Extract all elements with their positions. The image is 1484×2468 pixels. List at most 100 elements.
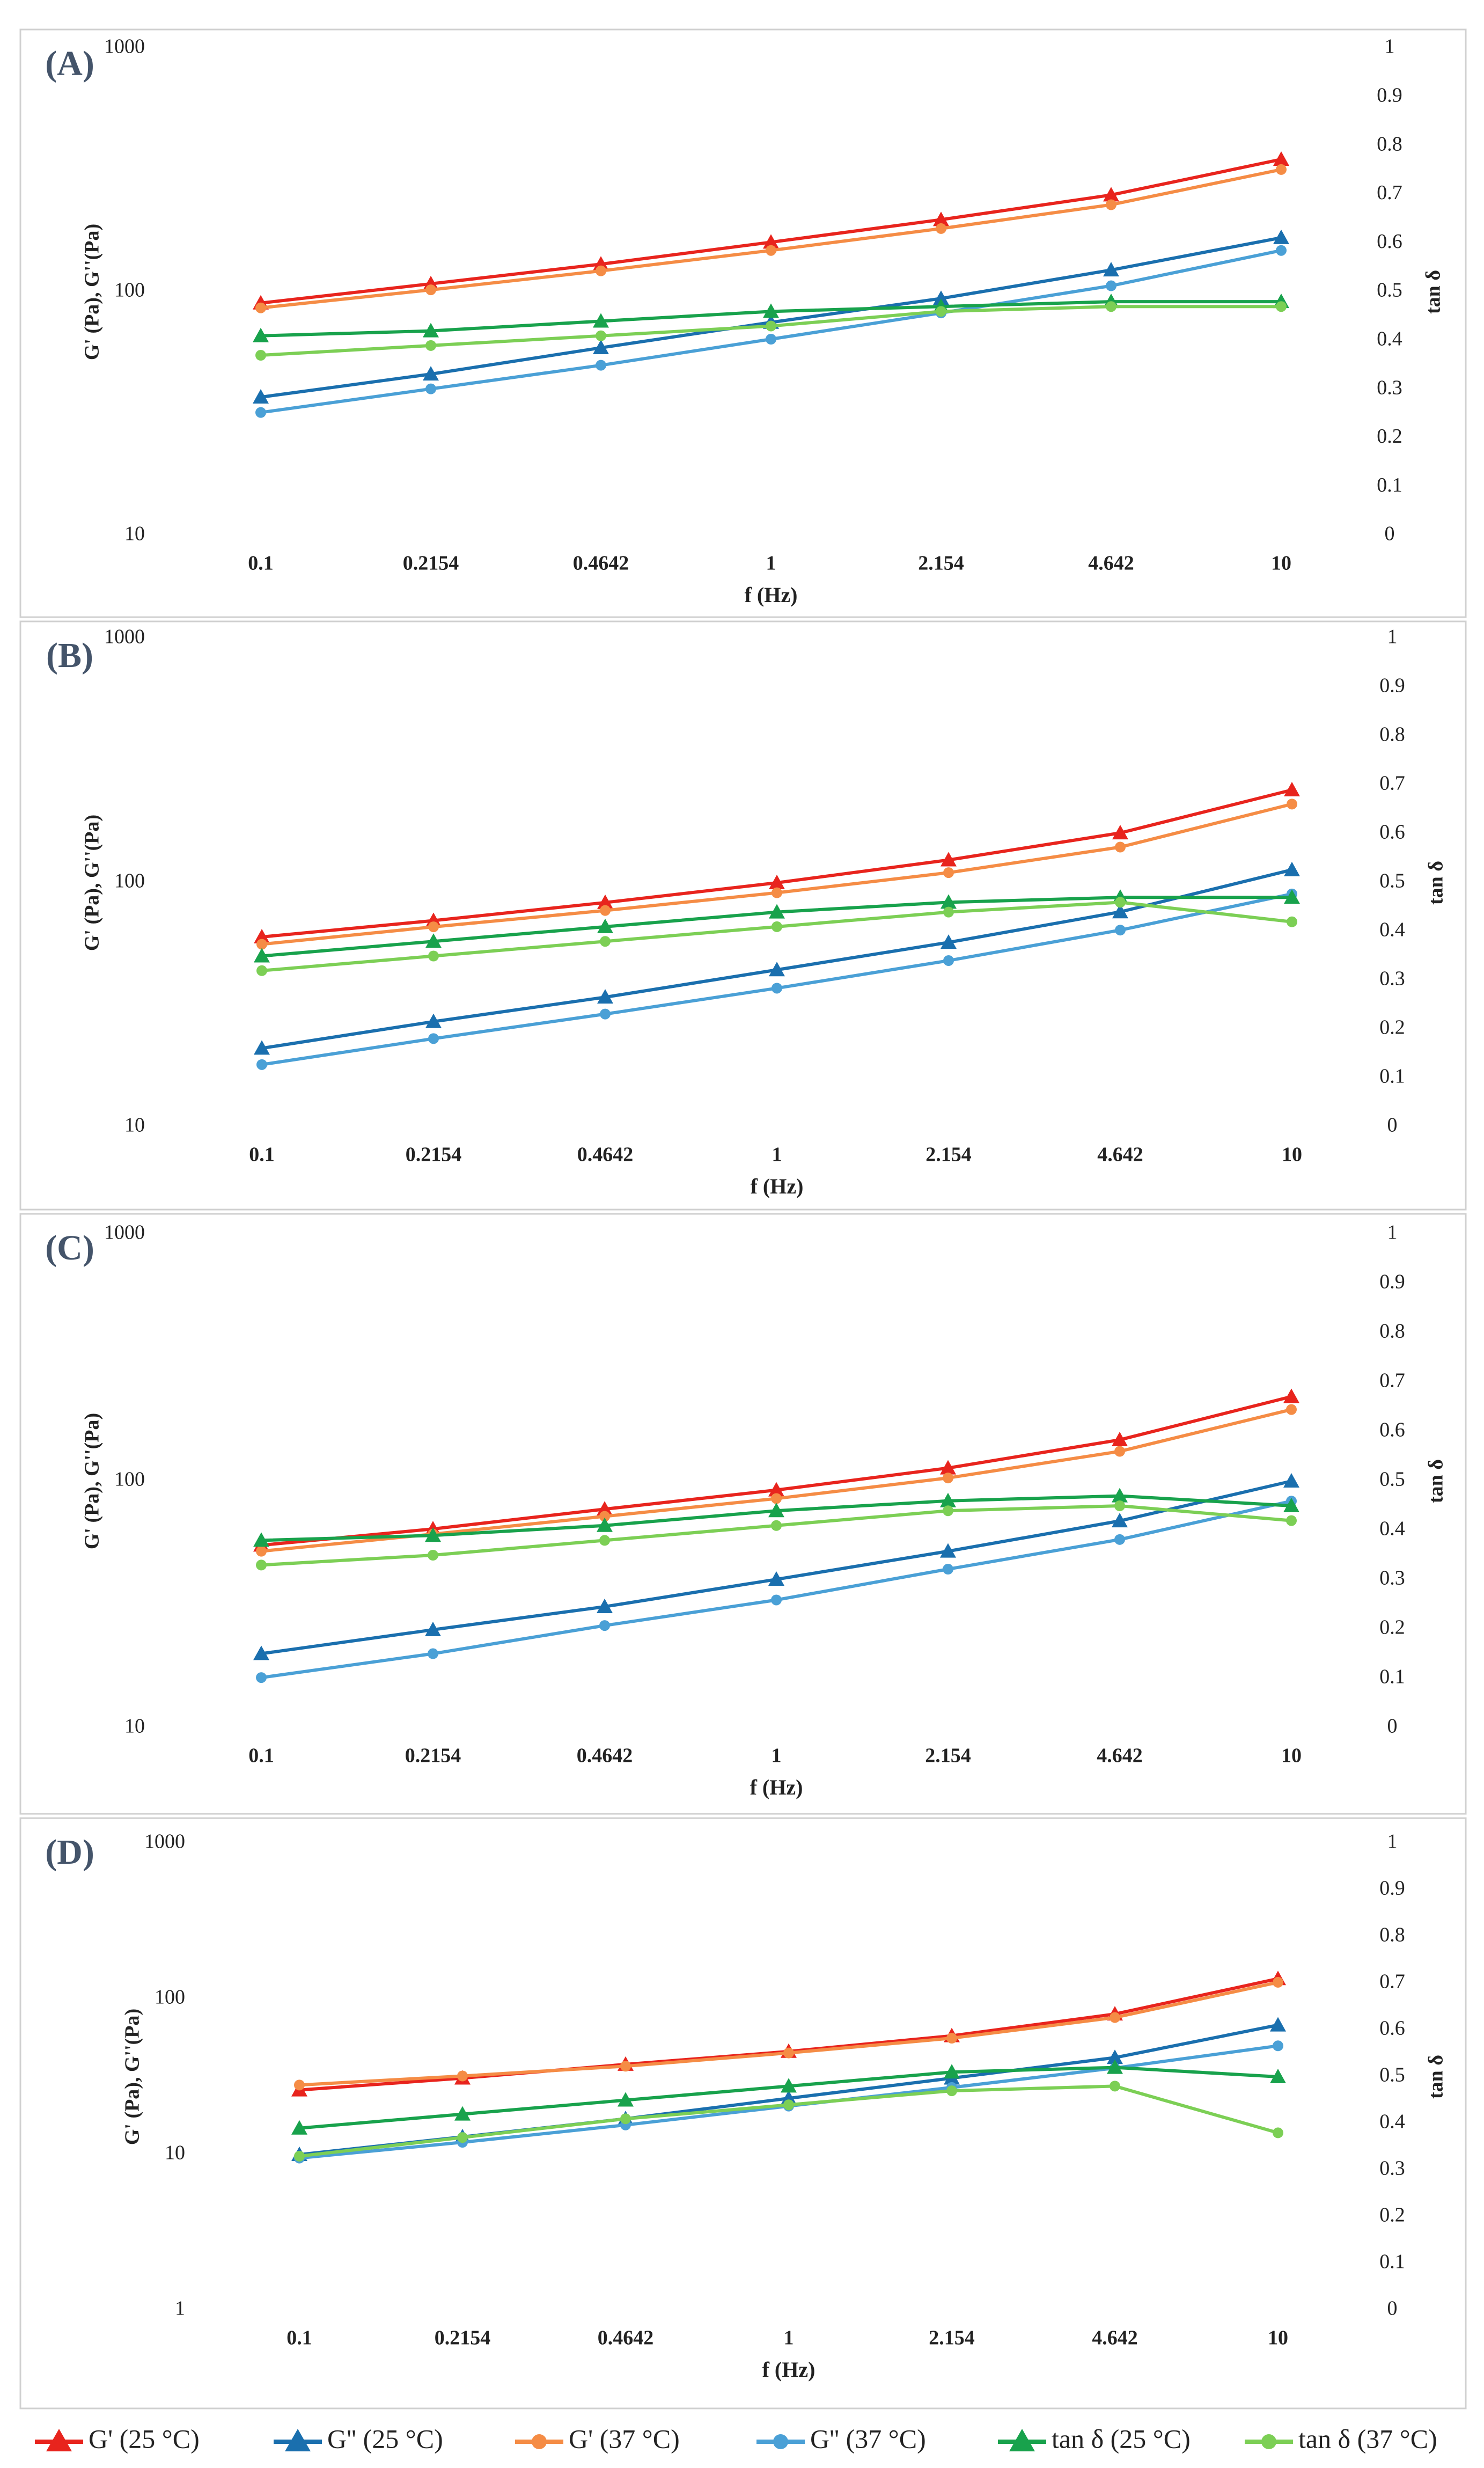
x-tick-label: 0.4642 bbox=[573, 552, 629, 575]
data-point bbox=[941, 934, 957, 949]
data-point bbox=[425, 383, 436, 394]
data-point bbox=[1107, 2059, 1123, 2074]
right-tick-label: 0.7 bbox=[1379, 772, 1405, 795]
x-tick-label: 4.642 bbox=[1097, 1144, 1143, 1166]
data-point bbox=[253, 327, 269, 342]
data-point bbox=[457, 2070, 468, 2082]
panel-frame bbox=[19, 1817, 1467, 2410]
data-point bbox=[593, 256, 609, 271]
right-axis-title: tan δ bbox=[1425, 861, 1448, 905]
x-tick-label: 10 bbox=[1281, 1745, 1302, 1767]
data-point bbox=[620, 2061, 631, 2072]
right-tick-label: 0.4 bbox=[1379, 2111, 1405, 2133]
x-tick-label: 0.2154 bbox=[403, 552, 459, 575]
legend-item: G'' (25 °C) bbox=[274, 2423, 443, 2454]
data-point bbox=[253, 389, 269, 404]
right-tick-label: 0.9 bbox=[1377, 84, 1402, 107]
data-point bbox=[1273, 229, 1289, 244]
chart-panel-1: (B) 10001001010.90.80.70.60.50.40.30.20.1… bbox=[19, 620, 1467, 1211]
data-point bbox=[1287, 799, 1297, 810]
x-tick-label: 0.4642 bbox=[598, 2327, 654, 2349]
data-point bbox=[425, 933, 442, 948]
legend: G' (25 °C) G'' (25 °C) G' (37 °C) G'' (37 °… bbox=[35, 2423, 1437, 2454]
data-point bbox=[946, 2033, 957, 2044]
legend-label: tan δ (25 °C) bbox=[1052, 2423, 1191, 2454]
data-point bbox=[933, 211, 949, 226]
data-point bbox=[597, 918, 613, 933]
legend-item: G' (37 °C) bbox=[515, 2423, 680, 2454]
data-point bbox=[425, 340, 436, 351]
data-point bbox=[1114, 1534, 1125, 1545]
data-point bbox=[943, 1505, 953, 1517]
data-point bbox=[943, 867, 954, 878]
data-point bbox=[618, 2092, 634, 2107]
data-point bbox=[1110, 2081, 1120, 2092]
right-tick-label: 1 bbox=[1387, 626, 1398, 648]
right-tick-label: 0.7 bbox=[1379, 1971, 1405, 1993]
left-tick-label: 100 bbox=[155, 1986, 185, 2009]
data-point bbox=[766, 333, 776, 345]
data-point bbox=[1106, 301, 1116, 312]
data-point bbox=[781, 2078, 797, 2093]
x-tick-label: 1 bbox=[784, 2327, 794, 2349]
x-tick-label: 10 bbox=[1271, 552, 1291, 575]
data-point bbox=[294, 2079, 305, 2091]
right-tick-label: 0.7 bbox=[1377, 181, 1402, 204]
legend-marker bbox=[773, 2434, 788, 2449]
data-point bbox=[1112, 1432, 1128, 1447]
left-tick-label: 100 bbox=[114, 870, 145, 892]
data-point bbox=[769, 904, 785, 919]
series-2 bbox=[294, 1976, 1283, 2091]
left-tick-label: 1000 bbox=[104, 1221, 145, 1244]
data-point bbox=[768, 1571, 784, 1586]
data-point bbox=[1114, 1446, 1125, 1457]
data-point bbox=[936, 223, 946, 234]
data-point bbox=[1114, 1500, 1125, 1511]
data-point bbox=[1103, 187, 1119, 202]
data-point bbox=[763, 303, 779, 318]
data-point bbox=[1115, 925, 1126, 936]
x-tick-label: 4.642 bbox=[1092, 2327, 1138, 2349]
right-tick-label: 0.6 bbox=[1379, 1419, 1405, 1441]
data-point bbox=[766, 320, 776, 332]
left-tick-label: 10 bbox=[165, 2142, 185, 2164]
data-point bbox=[771, 1520, 782, 1531]
legend-marker bbox=[1261, 2434, 1276, 2449]
data-point bbox=[600, 905, 611, 916]
data-point bbox=[769, 962, 785, 977]
data-point bbox=[1276, 245, 1287, 256]
data-point bbox=[1284, 889, 1300, 904]
right-tick-label: 0.6 bbox=[1377, 230, 1402, 253]
series-line bbox=[299, 1977, 1279, 2092]
series-5 bbox=[256, 897, 1297, 976]
data-point bbox=[783, 2099, 794, 2111]
right-tick-label: 0.1 bbox=[1379, 1666, 1405, 1688]
data-point bbox=[1286, 1515, 1297, 1526]
data-point bbox=[1110, 2012, 1120, 2023]
panel-label: (B) bbox=[46, 636, 93, 675]
data-point bbox=[593, 340, 609, 355]
data-point bbox=[428, 1648, 438, 1659]
right-tick-label: 0.5 bbox=[1379, 2064, 1405, 2086]
x-tick-label: 10 bbox=[1282, 1144, 1302, 1166]
right-tick-label: 0.2 bbox=[1379, 2204, 1405, 2227]
left-tick-label: 1 bbox=[175, 2297, 185, 2320]
left-tick-label: 1000 bbox=[144, 1830, 185, 1853]
x-tick-label: 1 bbox=[766, 552, 776, 575]
data-point bbox=[256, 1059, 267, 1070]
right-axis-title: tan δ bbox=[1425, 2055, 1448, 2099]
data-point bbox=[768, 1503, 784, 1518]
right-tick-label: 0 bbox=[1387, 1715, 1398, 1738]
right-tick-label: 0.2 bbox=[1379, 1016, 1405, 1039]
data-point bbox=[943, 1564, 953, 1575]
left-tick-label: 100 bbox=[114, 1468, 145, 1491]
data-point bbox=[454, 2106, 471, 2121]
right-tick-label: 1 bbox=[1387, 1830, 1398, 1853]
data-point bbox=[944, 2064, 960, 2079]
right-tick-label: 0 bbox=[1387, 1114, 1398, 1137]
data-point bbox=[1107, 2049, 1123, 2064]
legend-label: G'' (37 °C) bbox=[810, 2423, 926, 2454]
data-point bbox=[428, 950, 439, 962]
chart-panel-0: (A) 10001001010.90.80.70.60.50.40.30.20.1… bbox=[19, 28, 1467, 618]
data-point bbox=[1273, 2040, 1283, 2052]
